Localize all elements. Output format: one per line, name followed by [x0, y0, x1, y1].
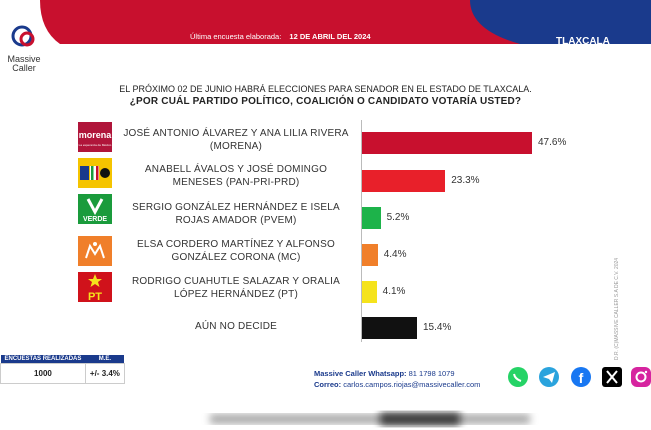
bar-pt	[362, 281, 377, 303]
table-header-me: M.E.	[85, 355, 125, 364]
pan-pri-prd-logo	[78, 158, 112, 188]
value-label-pvem: 5.2%	[386, 212, 410, 223]
logo-icon	[11, 25, 35, 47]
header-bar	[0, 0, 651, 44]
bar-mc	[362, 244, 378, 266]
category-label: ANABELL ÁVALOS Y JOSÉ DOMINGO MENESES (P…	[144, 164, 328, 188]
bottom-decoration	[210, 412, 530, 426]
svg-text:f: f	[579, 370, 584, 386]
category-label: ELSA CORDERO MARTÍNEZ Y ALFONSO GONZÁLEZ…	[137, 239, 335, 263]
category-label: JOSÉ ANTONIO ÁLVAREZ Y ANA LILIA RIVERA …	[123, 128, 349, 152]
telegram-icon[interactable]	[538, 366, 560, 388]
bar-morena	[362, 132, 532, 154]
bar-pvem	[362, 207, 381, 229]
instagram-icon[interactable]	[630, 366, 651, 388]
survey-label: Última encuesta elaborada:	[190, 32, 282, 41]
category-label: SERGIO GONZÁLEZ HERNÁNDEZ E ISELA ROJAS …	[132, 202, 340, 226]
value-label-pan-pri-prd: 23.3%	[451, 175, 480, 186]
survey-date-line: Última encuesta elaborada: 12 DE ABRIL D…	[190, 32, 371, 41]
bar-pan-pri-prd	[362, 170, 446, 192]
pvem-logo-text: VERDE	[83, 216, 107, 223]
pvem-logo: VERDE	[78, 194, 112, 224]
table-cell-surveys: 1000	[0, 363, 86, 384]
email-label: Correo:	[314, 380, 342, 389]
morena-logo-subtitle: La esperanza de México	[79, 143, 112, 147]
question-line1: EL PRÓXIMO 02 DE JUNIO HABRÁ ELECCIONES …	[119, 84, 532, 94]
morena-logo: morena La esperanza de México	[78, 122, 112, 152]
whatsapp-label: Massive Caller Whatsapp:	[314, 369, 407, 378]
contact-info: Massive Caller Whatsapp: 81 1798 1079 Co…	[314, 368, 480, 390]
whatsapp-icon[interactable]	[507, 366, 529, 388]
mc-logo	[78, 236, 112, 266]
category-label: AÚN NO DECIDE	[194, 321, 278, 332]
massive-caller-logo: Massive Caller	[2, 24, 46, 73]
whatsapp-number[interactable]: 81 1798 1079	[408, 369, 455, 378]
category-label: RODRIGO CUAHUTLE SALAZAR Y ORALIA LÓPEZ …	[132, 276, 340, 300]
bar-undecided	[362, 317, 417, 339]
morena-logo-text: morena	[79, 130, 112, 140]
brand-line1: Massive	[7, 54, 41, 64]
facebook-icon[interactable]: f	[570, 366, 592, 388]
x-icon[interactable]	[601, 366, 623, 388]
value-label-pt: 4.1%	[382, 286, 406, 297]
survey-info-table: ENCUESTAS REALIZADAS M.E. 1000 +/- 3.4%	[0, 355, 125, 384]
question-line2: ¿POR CUÁL PARTIDO POLÍTICO, COALICIÓN O …	[129, 96, 522, 107]
table-header-surveys: ENCUESTAS REALIZADAS	[0, 355, 86, 364]
survey-date: 12 DE ABRIL DEL 2024	[289, 32, 371, 41]
value-label-undecided: 15.4%	[423, 322, 452, 333]
email-link[interactable]: carlos.campos.riojas@massivecaller.com	[343, 380, 481, 389]
value-label-mc: 4.4%	[383, 249, 407, 260]
state-name: TLAXCALA	[556, 36, 610, 47]
value-label-morena: 47.6%	[538, 137, 567, 148]
pt-logo-text: PT	[88, 291, 102, 302]
brand-line2: Caller	[12, 63, 36, 73]
chart-axis	[361, 120, 362, 342]
copyright-text: D.R. (C)MASSIVE CALLER S.A DE C.V. 2024	[614, 257, 620, 360]
table-cell-me: +/- 3.4%	[84, 363, 125, 384]
pt-logo: PT	[78, 272, 112, 302]
